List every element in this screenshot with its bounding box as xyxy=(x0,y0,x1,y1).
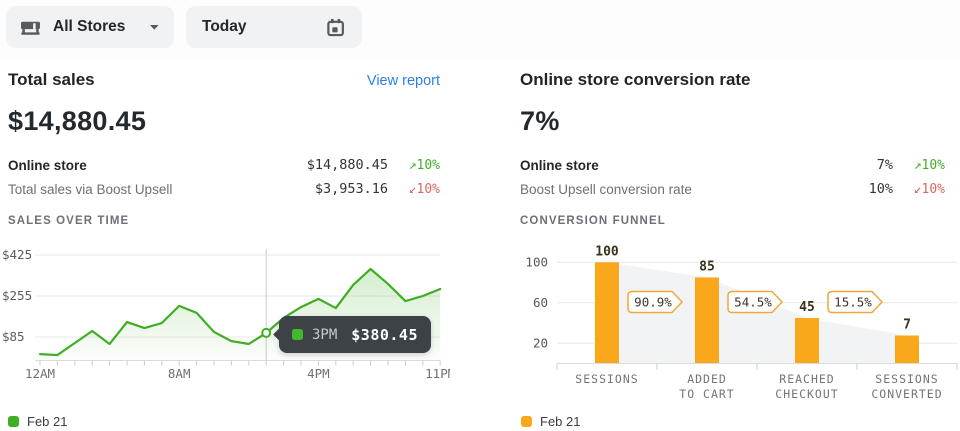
total-sales-metrics: Online store $14,880.45 ↗10% Total sales… xyxy=(8,153,440,201)
funnel-bar-2[interactable] xyxy=(795,317,819,364)
funnel-bar-1[interactable] xyxy=(695,277,719,364)
date-range-selector[interactable]: Today xyxy=(186,6,362,48)
category-label: CHECKOUT xyxy=(775,387,838,401)
x-axis-tick-label: 11PM xyxy=(425,366,450,381)
conversion-funnel-heading: CONVERSION FUNNEL xyxy=(520,215,666,227)
metric-row-online-store-rate[interactable]: Online store 7% ↗10% xyxy=(520,153,945,177)
y-axis-tick-label: 100 xyxy=(525,254,548,269)
metric-label: Boost Upsell conversion rate xyxy=(520,181,692,197)
y-axis-tick-label: $85 xyxy=(2,329,25,344)
conversion-rate-label: 15.5% xyxy=(834,295,872,310)
sales-line xyxy=(38,267,442,357)
metric-row-boost-upsell-sales[interactable]: Total sales via Boost Upsell $3,953.16 ↙… xyxy=(8,177,440,201)
conversion-title: Online store conversion rate xyxy=(520,70,751,89)
sales-legend-swatch xyxy=(8,416,19,427)
hovered-data-point[interactable] xyxy=(261,327,272,338)
bar-value-label: 7 xyxy=(903,318,911,333)
category-label: TO CART xyxy=(679,387,734,401)
chevron-down-icon xyxy=(150,24,159,30)
metric-change-down: ↙10% xyxy=(408,181,440,197)
x-axis-tick-label: 8AM xyxy=(168,366,191,381)
conversion-header: Online store conversion rate xyxy=(520,70,945,94)
conversion-rate-badge xyxy=(827,290,883,314)
tooltip-value: $380.45 xyxy=(351,325,418,344)
date-range-label: Today xyxy=(202,18,247,35)
metric-value: 7% xyxy=(876,157,893,173)
conversion-value: 7% xyxy=(520,106,560,136)
sales-over-time-chart[interactable]: $425 $255 $85 12AM 8AM 4PM 11PM xyxy=(0,245,450,385)
sales-over-time-heading: SALES OVER TIME xyxy=(8,215,130,227)
top-bar: All Stores Today xyxy=(0,0,960,58)
category-label: SESSIONS xyxy=(575,372,638,386)
view-report-link[interactable]: View report xyxy=(366,73,440,89)
metric-label: Online store xyxy=(520,157,599,173)
funnel-bar-3[interactable] xyxy=(895,335,919,364)
store-selector-label: All Stores xyxy=(53,18,126,35)
total-sales-value: $14,880.45 xyxy=(8,106,147,136)
metric-change-down: ↙10% xyxy=(913,181,945,197)
category-label: ADDED xyxy=(687,372,727,386)
funnel-bar-0[interactable] xyxy=(595,262,619,364)
metric-value: $3,953.16 xyxy=(314,181,388,197)
total-sales-panel: Total sales View report $14,880.45 Onlin… xyxy=(8,70,440,227)
tooltip-series-swatch xyxy=(292,329,303,340)
metric-value: 10% xyxy=(868,181,893,197)
y-axis-tick-label: $255 xyxy=(2,288,32,303)
store-selector[interactable]: All Stores xyxy=(6,6,174,48)
category-label: REACHED xyxy=(779,372,834,386)
y-axis-tick-label: 60 xyxy=(533,295,548,310)
conversion-rate-label: 90.9% xyxy=(634,295,672,310)
calendar-icon xyxy=(327,18,344,36)
total-sales-header: Total sales View report xyxy=(8,70,440,94)
metric-change-up: ↗10% xyxy=(913,157,945,173)
sales-legend: Feb 21 xyxy=(8,414,67,429)
conversion-rate-panel: Online store conversion rate 7% Online s… xyxy=(520,70,945,227)
conversion-rate-label: 54.5% xyxy=(734,295,772,310)
total-sales-title: Total sales xyxy=(8,70,95,89)
x-axis-tick-label: 4PM xyxy=(307,366,330,381)
bar-value-label: 100 xyxy=(595,244,619,259)
category-label: CONVERTED xyxy=(871,387,942,401)
sales-legend-label: Feb 21 xyxy=(27,414,68,429)
metric-change-up: ↗10% xyxy=(408,157,440,173)
chart-tooltip: 3PM $380.45 xyxy=(279,316,431,353)
bar-value-label: 45 xyxy=(799,300,815,315)
metric-label: Total sales via Boost Upsell xyxy=(8,181,173,197)
conversion-rate-badge xyxy=(627,290,683,314)
funnel-legend-swatch xyxy=(521,416,532,427)
funnel-legend: Feb 21 xyxy=(521,414,580,429)
y-axis-tick-label: 20 xyxy=(533,335,548,350)
category-label: SESSIONS xyxy=(875,372,938,386)
metric-label: Online store xyxy=(8,157,87,173)
storefront-icon xyxy=(21,21,40,35)
conversion-rate-badge xyxy=(727,290,783,314)
metric-value: $14,880.45 xyxy=(306,157,388,173)
conversion-funnel-chart[interactable]: 100 60 20 100 85 45 7 90.9% 54.5% 15.5% SESSIONS AD… xyxy=(510,240,960,412)
tooltip-time: 3PM xyxy=(312,326,338,343)
bar-value-label: 85 xyxy=(699,259,715,274)
x-axis-tick-label: 12AM xyxy=(25,366,55,381)
y-axis-tick-label: $425 xyxy=(2,247,32,262)
metric-row-boost-upsell-rate[interactable]: Boost Upsell conversion rate 10% ↙10% xyxy=(520,177,945,201)
funnel-legend-label: Feb 21 xyxy=(540,414,581,429)
metric-row-online-store[interactable]: Online store $14,880.45 ↗10% xyxy=(8,153,440,177)
conversion-metrics: Online store 7% ↗10% Boost Upsell conver… xyxy=(520,153,945,201)
